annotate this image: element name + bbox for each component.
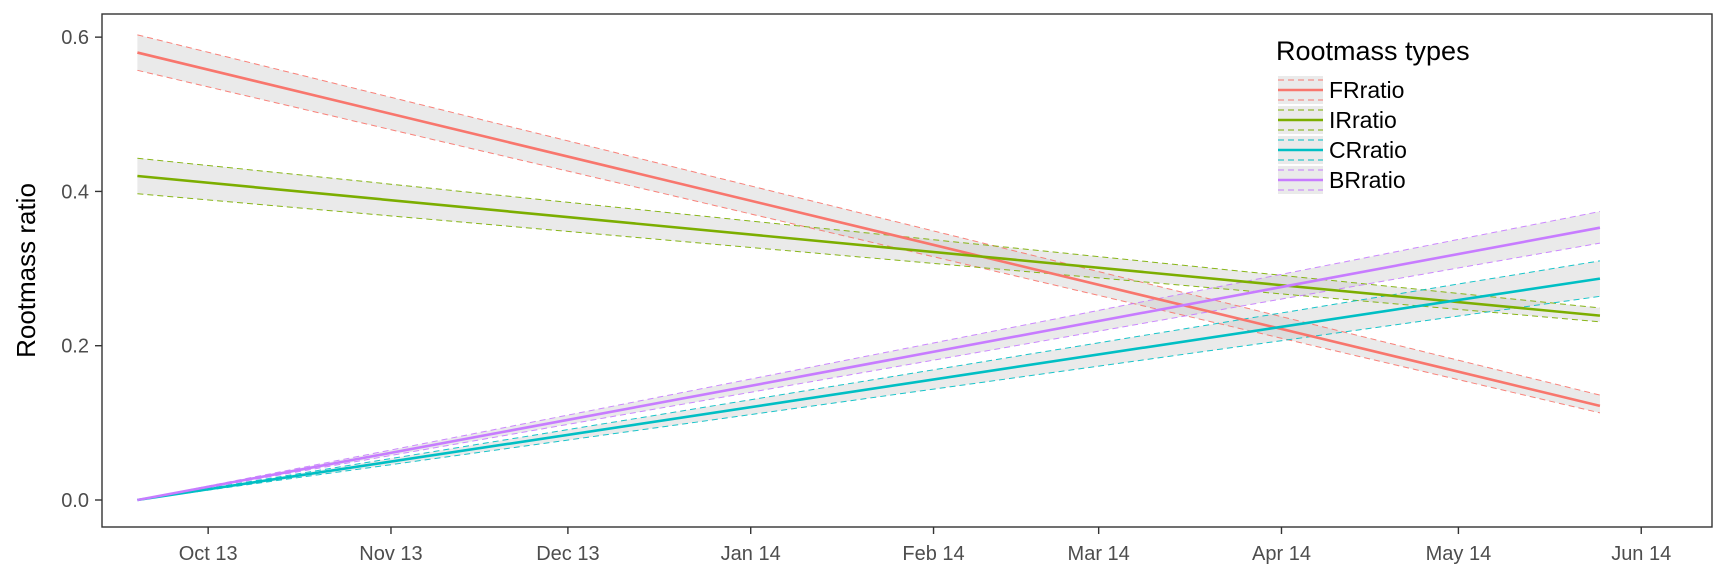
x-tick-label: Oct 13 [179,543,238,565]
x-tick-label: Mar 14 [1068,543,1130,565]
y-tick-label: 0.0 [61,490,89,512]
x-tick-label: May 14 [1426,543,1492,565]
x-tick-label: Dec 13 [536,543,599,565]
band-edge-frratio [137,34,1601,396]
x-tick-label: Jun 14 [1611,543,1671,565]
x-tick-label: Apr 14 [1252,543,1311,565]
legend-label-brratio: BRratio [1329,167,1406,193]
band-edge-brratio [137,242,1601,501]
y-tick-label: 0.4 [61,181,89,203]
plot-panel-border [101,13,1713,528]
band-edge-frratio [137,69,1601,414]
series-line-crratio [137,277,1601,502]
x-tick-label: Jan 14 [721,543,781,565]
legend-label-irratio: IRratio [1329,107,1397,133]
y-tick-label: 0.6 [61,27,89,49]
y-axis-title: Rootmass ratio [11,183,41,358]
band-edge-brratio [137,210,1601,501]
x-tick-label: Nov 13 [359,543,422,565]
band-edge-crratio [137,295,1601,501]
legend-label-frratio: FRratio [1329,77,1404,103]
series-line-irratio [137,174,1601,317]
series-line-brratio [137,226,1601,502]
series-line-frratio [137,51,1601,408]
band-edge-irratio [137,157,1600,309]
x-tick-label: Feb 14 [902,543,964,565]
legend-title: Rootmass types [1276,36,1470,66]
y-tick-label: 0.2 [61,336,89,358]
band-edge-crratio [137,260,1601,501]
legend-label-crratio: CRratio [1329,137,1407,163]
